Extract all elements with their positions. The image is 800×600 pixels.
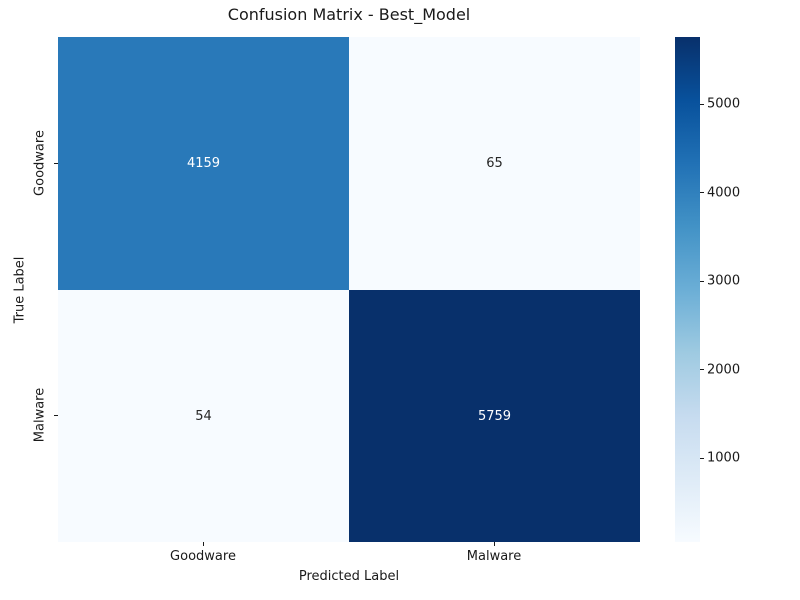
heatmap-cell-true-malware-pred-goodware: 54 <box>58 290 349 542</box>
colorbar-tick-mark <box>700 369 704 371</box>
colorbar-tick-mark <box>700 192 704 194</box>
x-axis-label: Predicted Label <box>298 569 400 584</box>
y-tick-mark-malware <box>54 415 58 416</box>
chart-title: Confusion Matrix - Best_Model <box>227 5 471 24</box>
y-axis-label: True Label <box>12 256 28 324</box>
y-tick-label-goodware: Goodware <box>32 130 48 196</box>
colorbar-tick-label: 1000 <box>707 450 741 466</box>
colorbar-tick-label: 4000 <box>707 185 741 201</box>
colorbar-ticks: 1000 2000 3000 4000 5000 <box>700 37 760 542</box>
x-tick-mark-malware <box>494 542 495 546</box>
colorbar-tick-mark <box>700 280 704 282</box>
colorbar-tick-label: 2000 <box>707 362 741 378</box>
x-tick-mark-goodware <box>203 542 204 546</box>
cell-value: 4159 <box>186 156 221 171</box>
heatmap-cell-true-malware-pred-malware: 5759 <box>349 290 640 542</box>
colorbar <box>675 37 700 542</box>
cell-value: 54 <box>195 408 212 424</box>
heatmap-cell-true-goodware-pred-goodware: 4159 <box>58 37 349 290</box>
heatmap: 4159 65 54 5759 <box>58 37 640 542</box>
colorbar-tick-mark <box>700 457 704 459</box>
heatmap-cell-true-goodware-pred-malware: 65 <box>349 37 640 290</box>
y-tick-mark-goodware <box>54 163 58 164</box>
x-tick-label-goodware: Goodware <box>170 549 236 564</box>
colorbar-tick-label: 3000 <box>707 273 741 289</box>
x-tick-label-malware: Malware <box>466 549 522 564</box>
colorbar-tick-label: 5000 <box>707 96 741 112</box>
y-tick-label-malware: Malware <box>32 387 48 443</box>
colorbar-tick-mark <box>700 103 704 105</box>
cell-value: 5759 <box>477 408 512 424</box>
cell-value: 65 <box>486 156 503 171</box>
